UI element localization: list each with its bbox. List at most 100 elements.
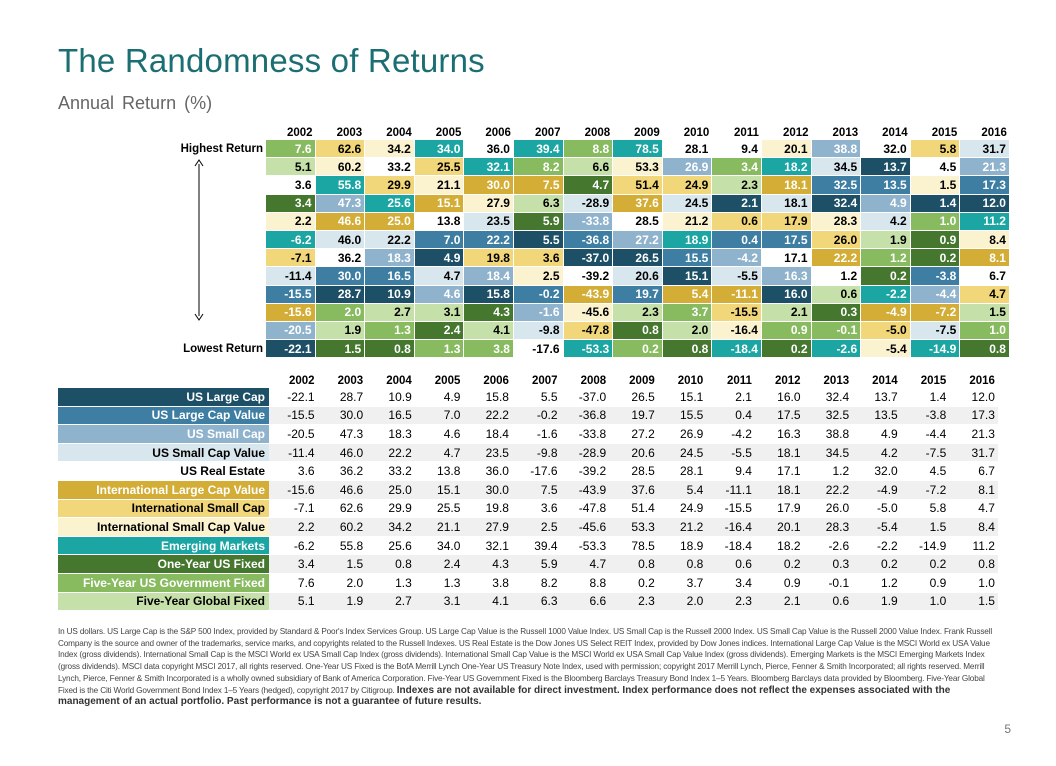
ranking-cell: 3.1 [414,303,465,322]
index-value: 2.4 [414,555,464,574]
index-value: 8.1 [949,480,998,500]
index-value: 0.8 [949,555,998,574]
index-value: -6.2 [269,537,318,556]
year-header: 2003 [337,375,364,387]
ranking-cell: 18.4 [464,267,514,286]
index-value: 30.0 [317,406,367,426]
index-value: -33.8 [560,425,610,444]
index-value: 28.1 [657,462,707,481]
ranking-cell: -4.2 [712,249,762,268]
index-value: 20.6 [609,443,658,463]
ranking-row: 3.6 55.8 29.9 21.1 30.0 7.5 4.7 51.4 24.9 2.3 18.1… [155,176,1010,195]
index-value: -14.9 [900,537,950,556]
index-name: US Small Cap [58,425,269,444]
ranking-cell: 4.3 [464,303,514,322]
index-value: 25.6 [366,537,415,556]
ranking-cell: 16.3 [761,267,812,286]
index-value: 3.6 [269,462,318,481]
ranking-cell: 3.8 [464,340,514,359]
index-value: 25.0 [366,480,415,500]
index-value: 0.2 [609,574,658,593]
index-value: 8.4 [949,518,998,537]
ranking-cell: 1.5 [910,176,961,195]
index-value: 11.2 [949,537,998,556]
index-value: 3.1 [414,592,464,612]
index-row: International Small Cap -7.1 62.6 29.9 25.5 1… [58,499,998,519]
ranking-cell: -28.9 [563,194,614,213]
index-value: 1.4 [900,388,950,407]
ranking-cell: -37.0 [563,249,614,268]
ranking-cell: 3.6 [266,176,316,195]
index-value: 21.1 [414,518,464,537]
header-spacer [58,374,269,388]
ranking-cell: 25.6 [365,194,415,213]
rank-label-spacer [155,267,266,285]
ranking-cell: 0.8 [662,340,713,359]
index-value: -9.8 [511,443,561,463]
ranking-cell: -22.1 [266,340,316,359]
index-value: 26.0 [803,500,853,519]
index-value: -0.1 [803,574,853,593]
ranking-cell: 0.4 [712,230,762,250]
index-name: US Small Cap Value [58,443,269,463]
index-value: 16.5 [366,406,415,426]
ranking-cell: 0.2 [613,340,663,359]
ranking-row: 5.1 60.2 33.2 25.5 32.1 8.2 6.6 53.3 26.9 3.4 18.2… [155,158,1010,177]
ranking-cell: -20.5 [266,321,316,341]
index-value: 34.0 [414,537,464,556]
ranking-cell: 7.6 [266,140,316,159]
ranking-cell: 78.5 [613,140,663,159]
rank-label-spacer [155,249,266,267]
ranking-cell: 0.3 [811,303,862,322]
index-value: 19.8 [463,500,512,519]
year-header: 2009 [629,375,655,387]
index-value: -20.5 [269,425,318,444]
index-value: -2.2 [852,537,901,556]
ranking-cell: 2.0 [662,321,713,341]
index-value: -28.9 [560,443,610,463]
ranking-cell: 1.3 [365,321,415,341]
index-value: -4.9 [852,480,901,500]
ranking-cell: 0.9 [910,230,961,250]
ranking-row: -15.6 2.0 2.7 3.1 4.3 -1.6 -45.6 2.3 3.7 -15.5 2.1… [155,303,1010,322]
index-row: US Large Cap -22.1 28.7 10.9 4.9 15.8 5.5 -37.0… [58,388,998,407]
year-header: 2002 [289,375,315,387]
index-row: International Small Cap Value 2.2 60.2 34.2… [58,518,998,537]
index-value: 34.5 [803,443,853,463]
index-value: 4.7 [414,443,464,463]
ranking-cell: 10.9 [365,285,415,304]
index-value: 0.4 [706,406,755,426]
index-value: 18.3 [366,425,415,444]
index-value: 0.8 [657,555,707,574]
ranking-cell: 16.0 [761,285,812,304]
index-value: 2.1 [706,388,755,407]
year-header: 2008 [580,375,607,387]
index-value: 7.5 [511,480,561,500]
index-value: 5.5 [511,388,561,407]
ranking-cell: 1.5 [315,340,366,359]
ranking-cell: 23.5 [464,212,514,231]
index-row: One-Year US Fixed 3.4 1.5 0.8 2.4 4.3 5.9 4.7 0.… [58,555,998,574]
ranking-cell: -4.9 [861,303,911,322]
ranking-cell: 0.8 [613,321,663,341]
ranking-cell: 32.4 [811,194,862,213]
index-value: 33.2 [366,462,415,481]
index-value: 0.9 [754,574,804,593]
year-header: 2005 [434,375,461,387]
ranking-cell: 5.1 [266,158,316,177]
year-header: 2014 [872,375,898,387]
ranking-cell: 2.3 [613,303,663,322]
ranking-cell: -17.6 [513,340,564,359]
ranking-cell: 62.6 [315,140,366,159]
footnote: In US dollars. US Large Cap is the S&P 5… [58,626,998,708]
ranking-cell: 5.9 [513,212,564,231]
ranking-cell: 6.7 [960,267,1010,286]
index-value: 2.2 [269,518,318,537]
index-value: 18.4 [463,425,512,444]
index-value: 12.0 [949,388,998,407]
ranking-row: Lowest Return -22.1 1.5 0.8 1.3 3.8 -17.6 -53.3… [155,340,1010,359]
ranking-cell: 34.0 [414,140,465,159]
index-value: 4.9 [852,425,901,444]
rank-label-spacer [155,322,266,340]
ranking-cell: 60.2 [315,158,366,177]
